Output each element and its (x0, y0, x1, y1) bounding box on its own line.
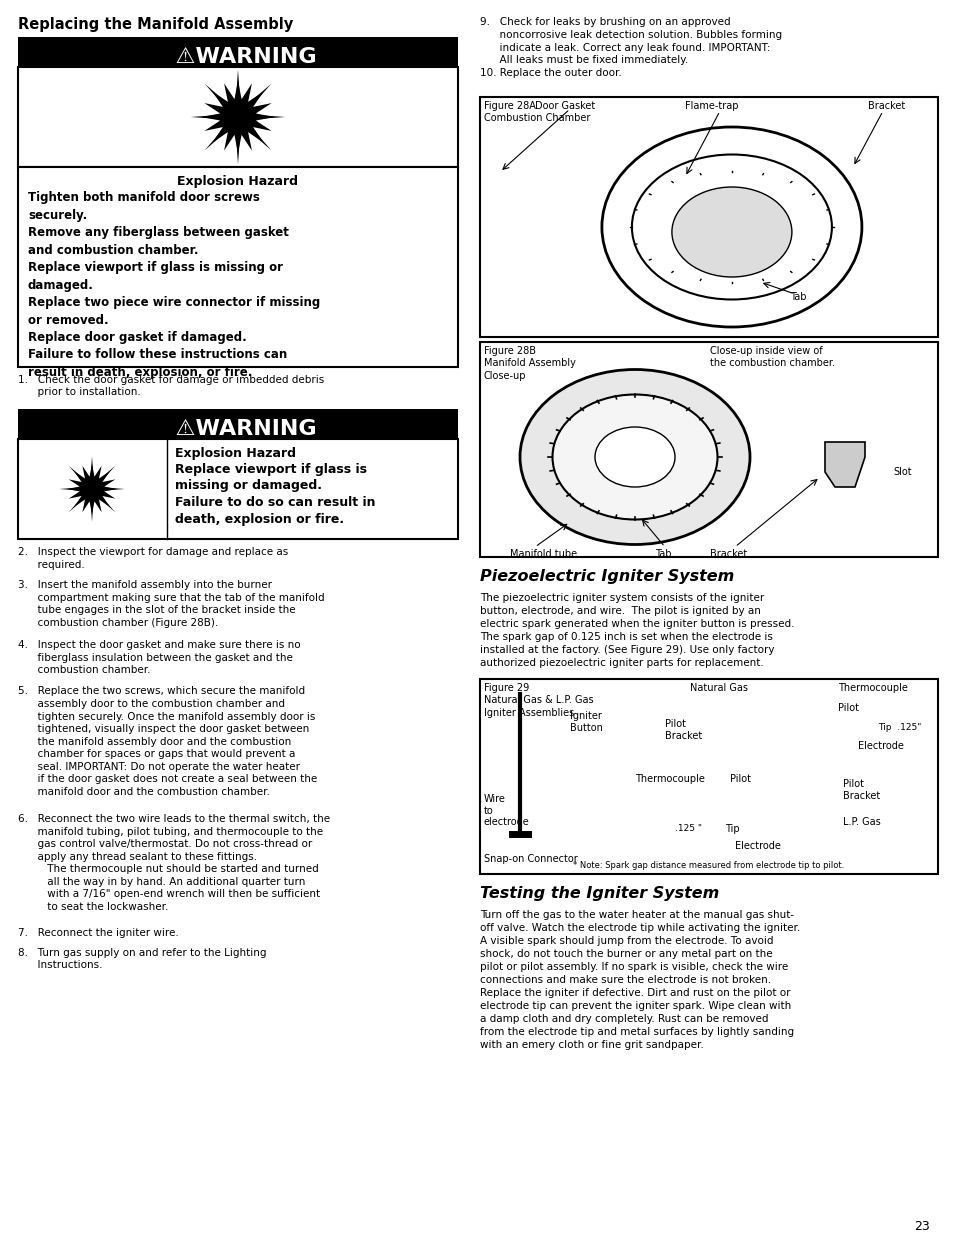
Polygon shape (247, 115, 285, 120)
Text: Tab: Tab (655, 550, 671, 559)
Ellipse shape (552, 394, 717, 520)
Bar (18, 167, 457, 367)
Text: Bracket: Bracket (867, 101, 904, 111)
Text: Pilot
Bracket: Pilot Bracket (842, 779, 880, 800)
Polygon shape (67, 464, 117, 514)
Polygon shape (69, 492, 89, 513)
Text: 1.   Check the door gasket for damage or imbedded debris
      prior to installa: 1. Check the door gasket for damage or i… (18, 375, 324, 398)
Text: Replacing the Manifold Assembly: Replacing the Manifold Assembly (18, 17, 293, 32)
Bar (18, 438, 457, 538)
Text: Tighten both manifold door screws
securely.
Remove any fiberglass between gasket: Tighten both manifold door screws secure… (28, 191, 320, 379)
Text: Wire
to
electrode: Wire to electrode (483, 794, 529, 827)
Polygon shape (235, 69, 240, 109)
Text: Explosion Hazard: Explosion Hazard (177, 175, 298, 188)
Bar (479, 98, 937, 337)
Polygon shape (204, 121, 233, 151)
Ellipse shape (671, 186, 791, 277)
Text: Figure 28A
Combustion Chamber: Figure 28A Combustion Chamber (483, 101, 590, 124)
Polygon shape (235, 126, 240, 164)
Text: Flame-trap: Flame-trap (684, 101, 738, 111)
Text: 4.   Inspect the door gasket and make sure there is no
      fiberglass insulati: 4. Inspect the door gasket and make sure… (18, 640, 300, 676)
Ellipse shape (631, 154, 831, 300)
Text: Bracket: Bracket (709, 550, 746, 559)
Ellipse shape (595, 427, 675, 487)
Polygon shape (242, 121, 272, 151)
Text: Close-up inside view of
the combustion chamber.: Close-up inside view of the combustion c… (709, 346, 834, 368)
Text: 6.   Reconnect the two wire leads to the thermal switch, the
      manifold tubi: 6. Reconnect the two wire leads to the t… (18, 814, 330, 911)
Text: Pilot: Pilot (837, 703, 858, 713)
Text: Igniter
Button: Igniter Button (569, 711, 602, 732)
Text: Piezoelectric Igniter System: Piezoelectric Igniter System (479, 569, 734, 584)
Ellipse shape (519, 369, 749, 545)
Text: Testing the Igniter System: Testing the Igniter System (479, 885, 719, 902)
Text: Electrode: Electrode (857, 741, 902, 751)
Text: 3.   Insert the manifold assembly into the burner
      compartment making sure : 3. Insert the manifold assembly into the… (18, 580, 324, 627)
Polygon shape (95, 492, 115, 513)
Text: Replace viewport if glass is
missing or damaged.
Failure to do so can result in
: Replace viewport if glass is missing or … (174, 463, 375, 526)
Text: 9.   Check for leaks by brushing on an approved
      noncorrosive leak detectio: 9. Check for leaks by brushing on an app… (479, 17, 781, 78)
Text: Explosion Hazard: Explosion Hazard (174, 447, 295, 459)
Text: Natural Gas: Natural Gas (689, 683, 747, 693)
Text: ⚠WARNING: ⚠WARNING (159, 47, 316, 67)
Bar (479, 342, 937, 557)
Text: Slot: Slot (892, 467, 911, 477)
Text: Figure 28B
Manifold Assembly
Close-up: Figure 28B Manifold Assembly Close-up (483, 346, 576, 380)
Text: 7.   Reconnect the igniter wire.: 7. Reconnect the igniter wire. (18, 927, 178, 939)
Text: Electrode: Electrode (734, 841, 781, 851)
Bar (18, 409, 457, 438)
Polygon shape (204, 84, 233, 112)
Polygon shape (201, 80, 274, 153)
Text: Turn off the gas to the water heater at the manual gas shut-
off valve. Watch th: Turn off the gas to the water heater at … (479, 910, 800, 1051)
Polygon shape (69, 466, 89, 487)
Text: Tip  .125": Tip .125" (877, 722, 921, 732)
Text: * Note: Spark gap distance measured from electrode tip to pilot.: * Note: Spark gap distance measured from… (573, 861, 843, 869)
Bar (18, 37, 457, 67)
Polygon shape (59, 487, 86, 490)
Polygon shape (242, 84, 272, 112)
Text: Door Gasket: Door Gasket (535, 101, 595, 111)
Text: 8.   Turn gas supply on and refer to the Lighting
      Instructions.: 8. Turn gas supply on and refer to the L… (18, 947, 266, 969)
Text: 5.   Replace the two screws, which secure the manifold
      assembly door to th: 5. Replace the two screws, which secure … (18, 687, 317, 797)
Polygon shape (191, 115, 229, 120)
Polygon shape (90, 456, 93, 483)
Text: Manifold tube: Manifold tube (510, 550, 577, 559)
Polygon shape (95, 466, 115, 487)
Text: 23: 23 (913, 1220, 929, 1233)
Polygon shape (824, 442, 864, 487)
Polygon shape (90, 495, 93, 521)
Bar (18, 67, 457, 167)
Text: Thermocouple: Thermocouple (635, 774, 704, 784)
Bar (479, 679, 937, 874)
Text: Figure 29
Natural Gas & L.P. Gas
Igniter Assemblies: Figure 29 Natural Gas & L.P. Gas Igniter… (483, 683, 593, 718)
Text: Tip: Tip (724, 824, 739, 834)
Text: 2.   Inspect the viewport for damage and replace as
      required.: 2. Inspect the viewport for damage and r… (18, 547, 288, 569)
Polygon shape (98, 487, 125, 490)
Text: L.P. Gas: L.P. Gas (842, 818, 880, 827)
Text: Thermocouple: Thermocouple (837, 683, 907, 693)
Text: Tab: Tab (789, 291, 805, 303)
Text: Pilot
Bracket: Pilot Bracket (664, 719, 701, 741)
Text: .125 ": .125 " (675, 824, 701, 832)
Text: Pilot: Pilot (729, 774, 750, 784)
Text: The piezoelectric igniter system consists of the igniter
button, electrode, and : The piezoelectric igniter system consist… (479, 593, 794, 668)
Text: Snap-on Connector: Snap-on Connector (483, 853, 578, 864)
Text: ⚠WARNING: ⚠WARNING (159, 419, 316, 438)
